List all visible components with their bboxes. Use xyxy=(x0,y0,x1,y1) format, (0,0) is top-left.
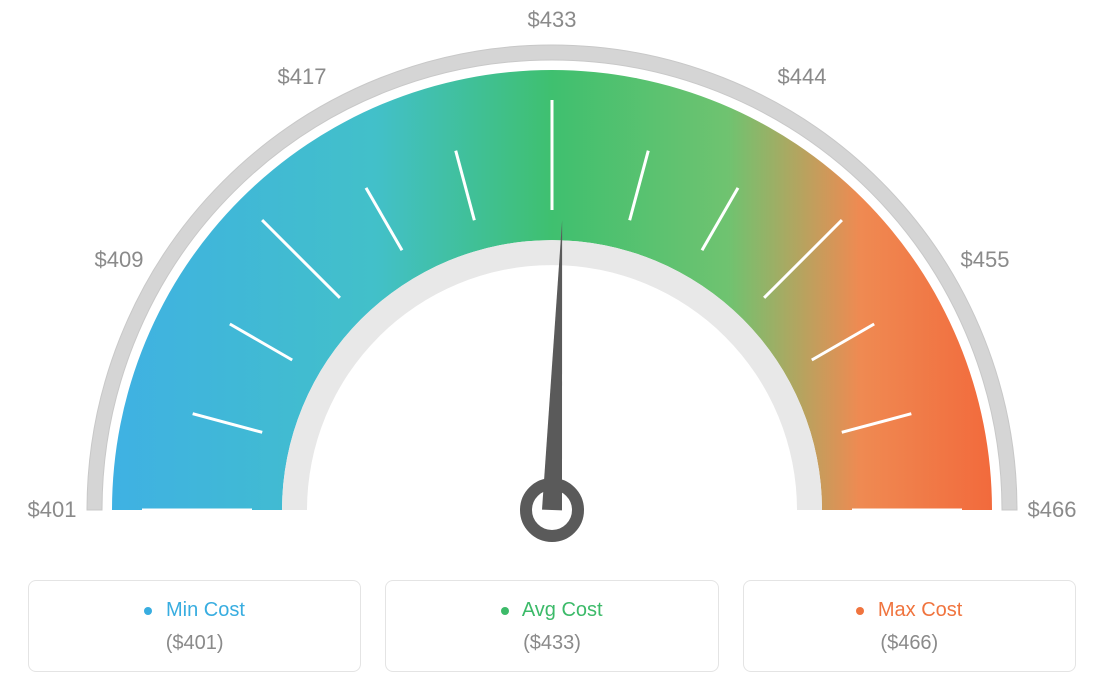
legend-title-text: Min Cost xyxy=(166,599,245,621)
legend-card-max: Max Cost ($466) xyxy=(743,580,1076,672)
legend-value-min: ($401) xyxy=(29,632,360,655)
dot-icon xyxy=(856,607,864,615)
gauge-label: $409 xyxy=(95,247,144,273)
gauge-label: $417 xyxy=(278,64,327,90)
legend-title-text: Max Cost xyxy=(878,599,962,621)
gauge-chart: $401 $409 $417 $433 $444 $455 $466 xyxy=(0,0,1104,560)
gauge-label: $444 xyxy=(778,64,827,90)
dot-icon xyxy=(501,607,509,615)
legend-row: Min Cost ($401) Avg Cost ($433) Max Cost… xyxy=(0,580,1104,672)
dot-icon xyxy=(144,607,152,615)
legend-title-min: Min Cost xyxy=(29,599,360,622)
gauge-label: $401 xyxy=(28,497,77,523)
legend-value-max: ($466) xyxy=(744,632,1075,655)
gauge-label: $455 xyxy=(961,247,1010,273)
legend-card-avg: Avg Cost ($433) xyxy=(385,580,718,672)
legend-title-avg: Avg Cost xyxy=(386,599,717,622)
gauge-label: $433 xyxy=(528,7,577,33)
legend-title-text: Avg Cost xyxy=(522,599,603,621)
gauge-svg xyxy=(0,0,1104,560)
legend-title-max: Max Cost xyxy=(744,599,1075,622)
legend-value-avg: ($433) xyxy=(386,632,717,655)
gauge-label: $466 xyxy=(1028,497,1077,523)
legend-card-min: Min Cost ($401) xyxy=(28,580,361,672)
